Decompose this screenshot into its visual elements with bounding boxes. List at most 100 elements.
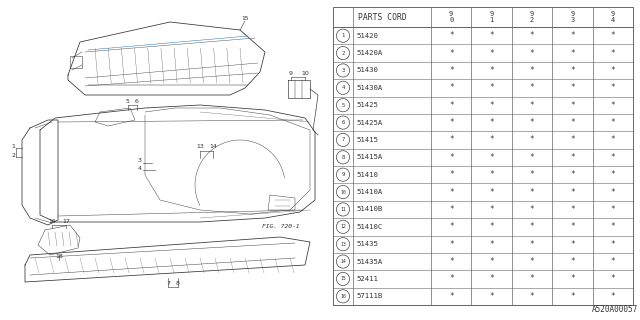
Text: 51420: 51420 xyxy=(356,33,378,39)
Text: 51410: 51410 xyxy=(356,172,378,178)
Text: 13: 13 xyxy=(340,242,346,247)
Text: *: * xyxy=(490,222,494,231)
Text: 8: 8 xyxy=(176,281,180,286)
Text: *: * xyxy=(611,66,615,75)
Text: 13: 13 xyxy=(196,144,204,149)
Text: *: * xyxy=(570,222,575,231)
Text: 14: 14 xyxy=(340,259,346,264)
Text: *: * xyxy=(449,49,454,58)
Text: 51435: 51435 xyxy=(356,241,378,247)
Text: 51410A: 51410A xyxy=(356,189,382,195)
Text: PARTS CORD: PARTS CORD xyxy=(358,12,406,21)
FancyBboxPatch shape xyxy=(70,56,82,68)
Text: *: * xyxy=(490,83,494,92)
Text: 6: 6 xyxy=(341,120,344,125)
Text: *: * xyxy=(490,292,494,301)
Text: 18: 18 xyxy=(55,254,63,259)
Text: *: * xyxy=(490,170,494,179)
Text: *: * xyxy=(449,153,454,162)
Text: 4: 4 xyxy=(341,85,344,90)
Text: *: * xyxy=(449,240,454,249)
Text: 5: 5 xyxy=(126,99,130,104)
Text: *: * xyxy=(490,205,494,214)
Text: 9
4: 9 4 xyxy=(611,11,615,23)
Text: *: * xyxy=(449,205,454,214)
Text: *: * xyxy=(530,118,534,127)
Text: 15: 15 xyxy=(340,276,346,281)
Text: *: * xyxy=(611,275,615,284)
Text: 51415A: 51415A xyxy=(356,154,382,160)
Text: 2: 2 xyxy=(11,153,15,158)
Text: *: * xyxy=(449,118,454,127)
Text: *: * xyxy=(530,31,534,40)
Text: *: * xyxy=(490,188,494,196)
Text: *: * xyxy=(570,257,575,266)
Text: 9: 9 xyxy=(289,71,293,76)
Text: *: * xyxy=(530,205,534,214)
Text: 9
1: 9 1 xyxy=(490,11,493,23)
Text: 51425A: 51425A xyxy=(356,120,382,125)
Text: 16: 16 xyxy=(340,294,346,299)
Text: *: * xyxy=(570,275,575,284)
Text: *: * xyxy=(490,49,494,58)
Text: *: * xyxy=(570,188,575,196)
Text: 9
2: 9 2 xyxy=(530,11,534,23)
Text: 51435A: 51435A xyxy=(356,259,382,265)
Text: 1: 1 xyxy=(341,33,344,38)
Text: 9
3: 9 3 xyxy=(570,11,575,23)
Text: *: * xyxy=(611,31,615,40)
Text: *: * xyxy=(530,153,534,162)
Text: *: * xyxy=(449,83,454,92)
Text: *: * xyxy=(490,66,494,75)
Text: 51425: 51425 xyxy=(356,102,378,108)
Text: 51430: 51430 xyxy=(356,68,378,73)
Text: 2: 2 xyxy=(341,51,344,56)
Text: 11: 11 xyxy=(340,207,346,212)
Text: *: * xyxy=(611,188,615,196)
Text: *: * xyxy=(570,118,575,127)
Text: 7: 7 xyxy=(341,137,344,142)
Text: 3: 3 xyxy=(341,68,344,73)
Bar xyxy=(333,7,633,305)
Text: *: * xyxy=(570,49,575,58)
Text: *: * xyxy=(611,292,615,301)
Text: *: * xyxy=(530,222,534,231)
Text: *: * xyxy=(449,188,454,196)
Text: FIG. 720-1: FIG. 720-1 xyxy=(262,224,300,229)
Text: *: * xyxy=(530,170,534,179)
Text: 10: 10 xyxy=(340,189,346,195)
Text: 9: 9 xyxy=(341,172,344,177)
Text: *: * xyxy=(490,257,494,266)
Text: *: * xyxy=(490,101,494,110)
Text: 52411: 52411 xyxy=(356,276,378,282)
Text: *: * xyxy=(611,101,615,110)
Text: *: * xyxy=(449,135,454,144)
Text: 57111B: 57111B xyxy=(356,293,382,299)
Text: *: * xyxy=(570,170,575,179)
Text: *: * xyxy=(449,275,454,284)
Text: 51410C: 51410C xyxy=(356,224,382,230)
Text: *: * xyxy=(530,240,534,249)
Text: *: * xyxy=(449,222,454,231)
Text: 12: 12 xyxy=(340,224,346,229)
Text: 17: 17 xyxy=(62,219,70,224)
Text: 7: 7 xyxy=(166,281,170,286)
Text: *: * xyxy=(449,31,454,40)
Text: *: * xyxy=(490,135,494,144)
Text: *: * xyxy=(570,101,575,110)
Text: 9
0: 9 0 xyxy=(449,11,453,23)
Text: 16: 16 xyxy=(48,219,56,224)
Text: *: * xyxy=(611,240,615,249)
Text: 3: 3 xyxy=(138,158,142,163)
Text: 5: 5 xyxy=(341,103,344,108)
Text: *: * xyxy=(611,135,615,144)
Text: 14: 14 xyxy=(209,144,217,149)
Text: 1: 1 xyxy=(11,144,15,149)
Text: 8: 8 xyxy=(341,155,344,160)
Text: *: * xyxy=(530,83,534,92)
Text: *: * xyxy=(611,153,615,162)
Text: *: * xyxy=(570,153,575,162)
Text: 51420A: 51420A xyxy=(356,50,382,56)
Text: 10: 10 xyxy=(301,71,309,76)
Text: *: * xyxy=(611,83,615,92)
